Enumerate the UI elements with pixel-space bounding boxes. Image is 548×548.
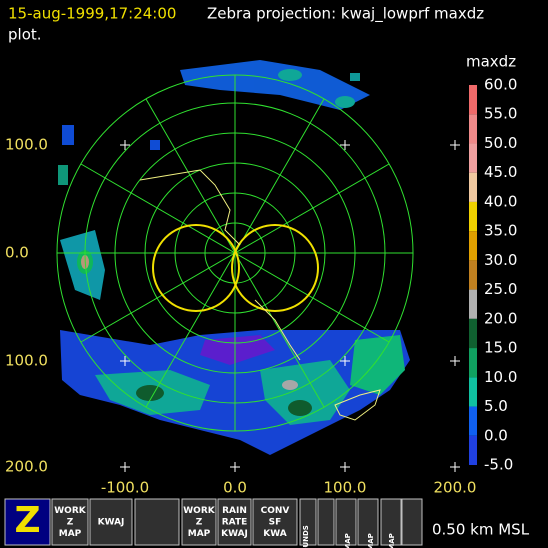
toolbar-button[interactable]: BOUNDS [302,498,335,548]
button-label: WORK [183,506,216,516]
y-axis-label: 100.0 [5,136,48,154]
colorbar-segment [469,260,477,290]
colorbar-segment [469,85,477,115]
colorbar-label: 5.0 [484,397,508,415]
toolbar-button[interactable] [335,498,357,546]
toolbar-button[interactable]: MAP [367,498,402,548]
colorbar-label: 45.0 [484,163,517,181]
colorbar-label: 50.0 [484,134,517,152]
button-face [357,498,379,546]
button-face [134,498,180,546]
colorbar-label: 10.0 [484,368,517,386]
button-label: KWAJ [221,529,248,539]
colorbar-segment [469,406,477,436]
button-face [217,498,252,546]
button-label: Z [67,518,74,528]
colorbar-label: 20.0 [484,309,517,327]
title: Zebra projection: kwaj_lowprf maxdz [207,5,484,24]
y-axis-label: 200.0 [5,458,48,476]
colorbar-title: maxdz [466,53,516,71]
colorbar-label: 25.0 [484,280,517,298]
button-label: MAP [59,529,82,539]
radar-overlay [152,224,319,312]
button-label: KWAJ [98,518,125,528]
colorbar-label: 40.0 [484,192,517,210]
toolbar-button[interactable]: Z [4,498,51,546]
colorbar-segment [469,143,477,173]
button-face [335,498,357,546]
colorbar-label: -5.0 [484,456,513,474]
button-label: KWA [263,529,286,539]
colorbar-segment [469,231,477,261]
button-face [4,498,51,546]
button-label: Z [14,500,40,541]
colorbar-segment [469,348,477,378]
axes: -100.0 0.0 100.0 200.0 100.0 0.0 100.0 200.0 [5,136,476,497]
colorbar-label: 60.0 [484,76,517,94]
colorbar-segment [469,377,477,407]
colorbar-label: 30.0 [484,251,517,269]
timestamp: 15-aug-1999,17:24:00 [8,5,176,23]
colorbar-segment [469,201,477,232]
title-cont: plot. [8,26,42,44]
x-axis-label: 0.0 [223,479,247,497]
button-label: SF [269,518,282,528]
button-label: MAP [367,533,375,548]
button-face [51,498,89,546]
coastline [139,169,381,421]
colorbar-label: 55.0 [484,105,517,123]
x-axis-label: 200.0 [434,479,477,497]
button-label: RAIN [222,506,247,516]
toolbar: Z WORKZMAPKWAJWORKZMAPRAINRATEKWAJCONVSFK… [4,498,423,548]
colorbar-label: 35.0 [484,222,517,240]
colorbar-label: 0.0 [484,426,508,444]
grid-crosses [120,140,460,472]
button-face [89,498,133,546]
toolbar-button[interactable] [134,498,180,546]
button-label: MAP [388,533,396,548]
colorbar-segment [469,289,477,319]
button-label: MAP [344,533,352,548]
button-label: BOUNDS [302,525,310,548]
x-axis-label: 100.0 [324,479,367,497]
colorbar: maxdz 60.0 55.0 50.0 45.0 40.0 35.0 30.0 25.0 20.… [466,53,517,474]
colorbar-segment [469,318,477,349]
button-label: CONV [261,506,290,516]
toolbar-button[interactable]: MAP [344,498,379,548]
y-axis-label: 100.0 [5,352,48,370]
colorbar-segment [469,435,477,465]
toolbar-button[interactable]: MAP [388,498,423,548]
button-face [181,498,217,546]
button-face [252,498,298,546]
button-face [380,498,402,546]
toolbar-button[interactable] [299,498,317,546]
altitude-status: 0.50 km MSL [432,521,530,539]
colorbar-segment [469,114,477,144]
button-face [299,498,317,546]
button-face [317,498,335,546]
y-axis-label: 0.0 [5,244,29,262]
colorbar-label: 15.0 [484,339,517,357]
button-face [401,498,423,546]
toolbar-button[interactable]: KWAJ [89,498,133,546]
button-label: Z [196,518,203,528]
button-label: RATE [222,518,247,528]
button-label: WORK [54,506,87,516]
colorbar-segment [469,172,477,202]
x-axis-label: -100.0 [101,479,149,497]
button-label: MAP [188,529,211,539]
